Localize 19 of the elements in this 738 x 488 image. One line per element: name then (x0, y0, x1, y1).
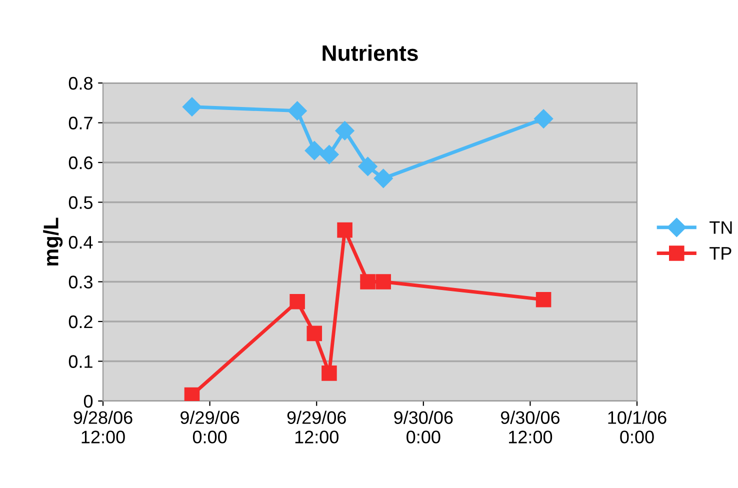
legend-label: TN (710, 221, 732, 234)
y-axis-title: mg/L (43, 218, 63, 266)
y-tick-label: 0.5 (68, 196, 93, 209)
y-tick-label: 0.1 (68, 355, 92, 368)
y-tick-label: 0 (84, 394, 93, 408)
y-tick-label: 0.3 (68, 276, 92, 288)
x-tick-label: 9/30/06 0:00 (394, 410, 453, 444)
x-tick-label: 9/29/06 0:00 (180, 410, 240, 444)
x-tick-label: 9/28/06 12:00 (74, 410, 132, 444)
y-tick-label: 0.6 (68, 156, 92, 170)
legend-label: TP (710, 247, 732, 260)
x-tick-label: 9/30/06 12:00 (500, 410, 560, 444)
y-tick-label: 0.4 (68, 236, 93, 249)
x-tick-label: 10/1/06 0:00 (608, 410, 666, 444)
chart-title: Nutrients (322, 44, 418, 61)
y-tick-label: 0.7 (68, 116, 92, 130)
y-tick-label: 0.2 (68, 315, 92, 328)
y-tick-label: 0.8 (68, 76, 92, 90)
x-tick-label: 9/29/06 12:00 (287, 410, 346, 444)
